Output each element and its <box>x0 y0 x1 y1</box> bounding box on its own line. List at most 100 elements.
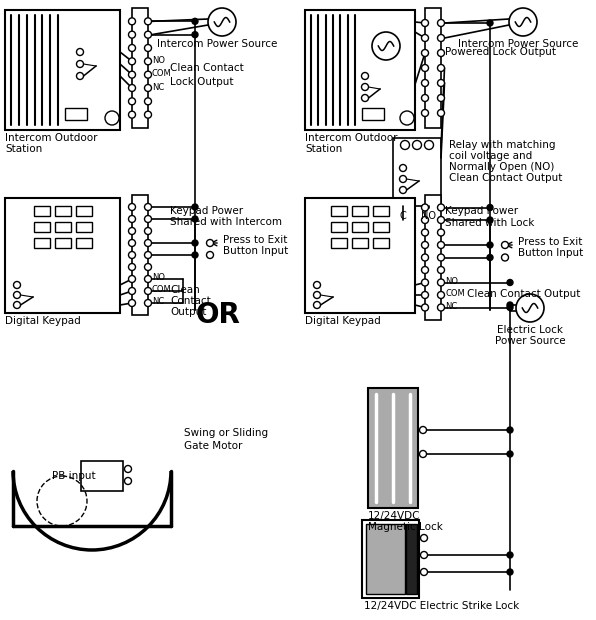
Circle shape <box>129 299 135 306</box>
Circle shape <box>507 451 513 457</box>
Bar <box>305 10 415 130</box>
Circle shape <box>421 569 427 575</box>
Circle shape <box>507 569 513 575</box>
Circle shape <box>412 141 421 149</box>
Bar <box>305 198 415 313</box>
Circle shape <box>509 8 537 36</box>
Text: NO: NO <box>421 211 436 221</box>
Circle shape <box>192 204 198 210</box>
Circle shape <box>501 242 508 249</box>
Circle shape <box>401 141 409 149</box>
Circle shape <box>487 205 493 211</box>
Circle shape <box>313 291 321 298</box>
Circle shape <box>129 31 135 38</box>
Text: coil voltage and: coil voltage and <box>449 151 532 161</box>
Bar <box>352 238 368 248</box>
Circle shape <box>507 427 513 433</box>
Circle shape <box>129 252 135 259</box>
Circle shape <box>507 304 513 311</box>
Text: Button Input: Button Input <box>518 248 583 258</box>
Circle shape <box>129 84 135 92</box>
Bar <box>331 206 347 216</box>
Circle shape <box>144 45 151 51</box>
Circle shape <box>206 239 213 247</box>
Bar <box>368 388 418 508</box>
Circle shape <box>206 252 213 259</box>
Text: Gate Motor: Gate Motor <box>184 441 243 451</box>
Text: NO: NO <box>152 273 165 283</box>
Text: Press to Exit: Press to Exit <box>223 235 287 245</box>
Circle shape <box>437 94 445 102</box>
Text: Normally Open (NO): Normally Open (NO) <box>449 162 554 172</box>
Circle shape <box>144 71 151 78</box>
Circle shape <box>421 64 429 71</box>
Circle shape <box>129 71 135 78</box>
Circle shape <box>129 264 135 270</box>
Circle shape <box>144 203 151 211</box>
Text: 12/24VDC Electric Strike Lock: 12/24VDC Electric Strike Lock <box>364 601 519 611</box>
Circle shape <box>421 50 429 56</box>
Text: Intercom Outdoor: Intercom Outdoor <box>305 133 398 143</box>
Circle shape <box>144 58 151 65</box>
Text: NC: NC <box>445 302 457 311</box>
Circle shape <box>144 252 151 259</box>
Circle shape <box>421 242 429 249</box>
Circle shape <box>421 110 429 117</box>
Circle shape <box>421 204 429 211</box>
Circle shape <box>129 18 135 25</box>
Circle shape <box>437 254 445 261</box>
Circle shape <box>129 45 135 51</box>
Circle shape <box>507 552 513 558</box>
Circle shape <box>14 301 20 309</box>
Circle shape <box>362 94 368 102</box>
Circle shape <box>437 216 445 223</box>
Circle shape <box>420 451 427 458</box>
Circle shape <box>129 203 135 211</box>
Circle shape <box>129 216 135 223</box>
Text: Swing or Sliding: Swing or Sliding <box>184 428 268 438</box>
Bar <box>373 206 389 216</box>
Text: Digital Keypad: Digital Keypad <box>5 316 80 326</box>
Circle shape <box>421 304 429 311</box>
Circle shape <box>125 466 132 472</box>
Text: NO: NO <box>445 277 458 286</box>
Bar <box>65 108 87 120</box>
Circle shape <box>437 229 445 236</box>
Circle shape <box>421 216 429 223</box>
Circle shape <box>144 98 151 105</box>
Circle shape <box>507 302 513 308</box>
Text: COM: COM <box>152 285 172 294</box>
Bar <box>352 222 368 232</box>
Circle shape <box>437 304 445 311</box>
Text: NO: NO <box>152 56 165 65</box>
Circle shape <box>129 98 135 105</box>
Circle shape <box>421 94 429 102</box>
Circle shape <box>144 216 151 223</box>
Bar <box>76 238 92 248</box>
Bar <box>425 8 441 128</box>
Text: Shared with Lock: Shared with Lock <box>445 218 535 228</box>
Text: Station: Station <box>5 144 42 154</box>
Text: Electric Lock: Electric Lock <box>497 325 563 335</box>
Circle shape <box>421 534 427 541</box>
Text: Clean Contact Output: Clean Contact Output <box>449 173 563 183</box>
Text: Keypad Power: Keypad Power <box>170 206 243 216</box>
Circle shape <box>437 19 445 27</box>
Text: Clean Contact Output: Clean Contact Output <box>467 289 581 299</box>
Text: Relay with matching: Relay with matching <box>449 140 555 150</box>
Circle shape <box>507 280 513 285</box>
Circle shape <box>437 279 445 286</box>
Circle shape <box>14 291 20 298</box>
Circle shape <box>421 291 429 298</box>
Circle shape <box>437 50 445 56</box>
Bar <box>76 206 92 216</box>
Circle shape <box>129 239 135 247</box>
Bar <box>33 238 49 248</box>
Text: Digital Keypad: Digital Keypad <box>305 316 381 326</box>
Circle shape <box>125 477 132 484</box>
Bar <box>373 222 389 232</box>
Circle shape <box>208 8 236 36</box>
Text: COM: COM <box>152 69 172 78</box>
Text: C: C <box>400 211 406 221</box>
Circle shape <box>420 427 427 433</box>
